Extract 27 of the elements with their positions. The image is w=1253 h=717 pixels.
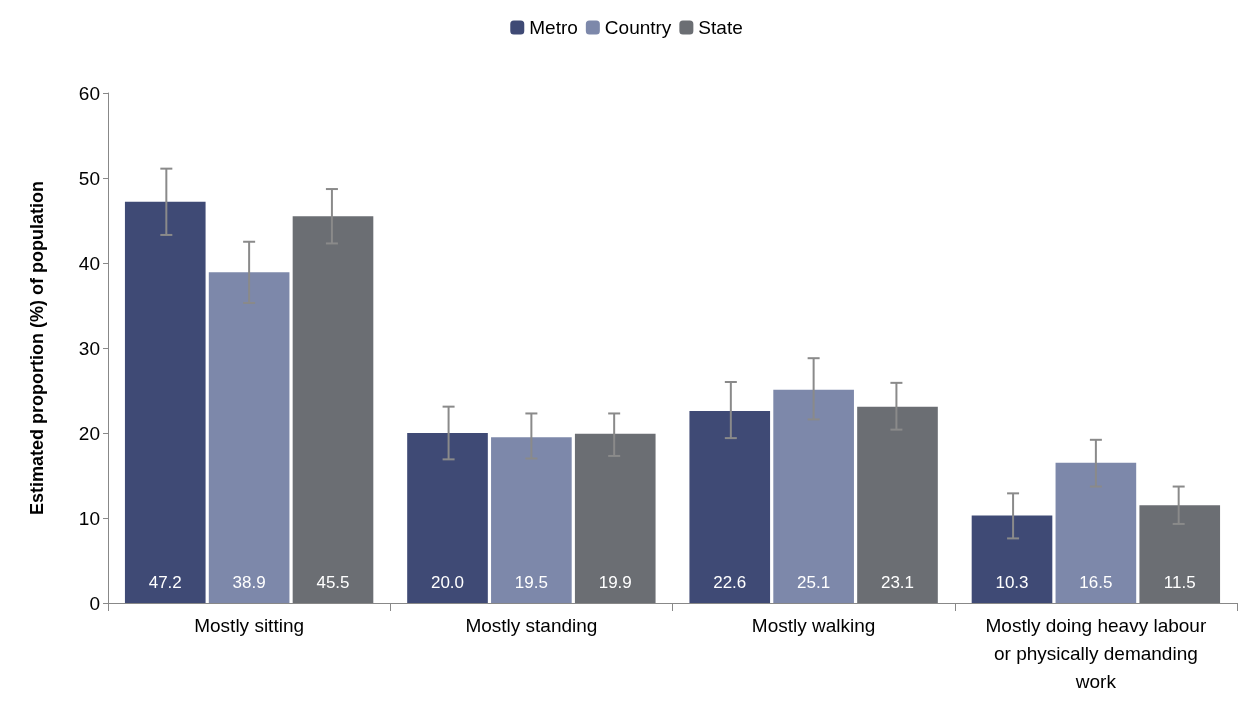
y-tick-label: 40 — [78, 252, 100, 274]
data-label: 25.1 — [797, 573, 831, 592]
data-label: 45.5 — [316, 573, 350, 592]
y-tick-label: 30 — [78, 337, 100, 359]
data-label: 16.5 — [1079, 573, 1113, 592]
x-tick-label: Mostly sitting — [194, 614, 305, 636]
data-label: 11.5 — [1163, 573, 1196, 592]
legend-label: Metro — [529, 17, 578, 38]
data-label: 22.6 — [713, 573, 747, 592]
legend-label: State — [698, 17, 743, 38]
data-label: 38.9 — [232, 573, 266, 592]
x-tick-label: Mostly walking — [751, 614, 876, 636]
y-tick-label: 60 — [78, 82, 100, 104]
x-tick-label: Mostly doing heavy labour or physically demanding work — [985, 614, 1207, 692]
y-tick-label: 50 — [78, 167, 100, 189]
data-label: 19.9 — [598, 573, 632, 592]
y-tick-label: 0 — [89, 592, 100, 614]
legend-label: Country — [604, 17, 672, 38]
y-tick-label: 20 — [78, 422, 100, 444]
data-label: 47.2 — [148, 573, 182, 592]
x-tick-label: Mostly standing — [465, 614, 598, 636]
y-axis-title: Estimated proportion (%) of population — [27, 181, 47, 515]
y-tick-label: 10 — [78, 507, 100, 529]
data-label: 23.1 — [880, 573, 915, 592]
data-label: 19.5 — [514, 573, 548, 592]
data-label: 10.3 — [995, 573, 1029, 592]
data-label: 20.0 — [430, 573, 465, 592]
